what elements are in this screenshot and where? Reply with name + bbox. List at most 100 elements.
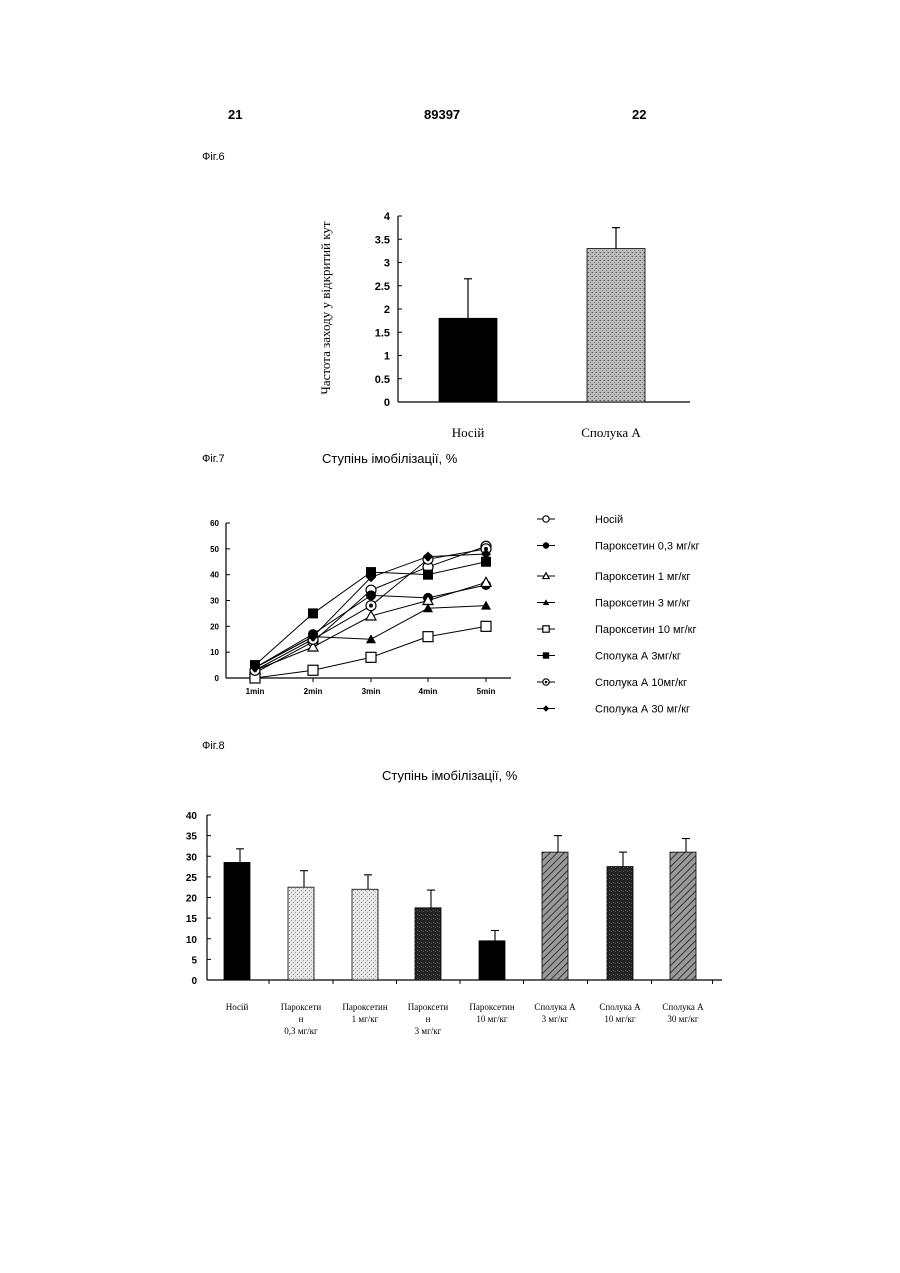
category-label: Носій — [203, 1001, 271, 1013]
category-label-line: Носій — [203, 1001, 271, 1013]
y-tick-label: 0 — [191, 976, 197, 987]
figure-8-title: Ступінь імобілізації, % — [382, 768, 517, 783]
legend-label: Сполука А 3мг/кг — [595, 651, 681, 663]
y-tick-label: 15 — [186, 914, 198, 925]
category-label-line: 3 мг/кг — [521, 1013, 589, 1025]
y-tick-label: 0 — [384, 397, 390, 409]
category-label-line: Сполука А — [521, 1001, 589, 1013]
figure-8-bar-chart: 0 5 10 15 20 25 30 35 40 — [180, 805, 725, 990]
y-tick-label: 30 — [210, 597, 219, 606]
y-tick-label: 4 — [384, 211, 391, 223]
marker-circle-filled — [543, 542, 549, 548]
marker-square-open — [423, 632, 433, 642]
bar — [542, 852, 568, 980]
marker-square-filled — [543, 652, 549, 658]
legend-label: Пароксетин 0,3 мг/кг — [595, 541, 700, 553]
y-tick-label: 10 — [186, 935, 198, 946]
x-tick-label: 5min — [477, 687, 496, 696]
category-label-line: Пароксетин — [331, 1001, 399, 1013]
legend-label: Сполука А 10мг/кг — [595, 677, 687, 689]
y-tick-label: 10 — [210, 648, 219, 657]
document-number: 89397 — [424, 107, 460, 122]
legend-item: Пароксетин 0,3 мг/кг — [537, 541, 700, 553]
category-label-line: 0,3 мг/кг — [267, 1025, 335, 1037]
figure-6-label: Фіг.6 — [202, 151, 225, 163]
category-label: Сполука А3 мг/кг — [521, 1001, 589, 1025]
y-tick-label: 1 — [384, 351, 390, 363]
y-tick-label: 30 — [186, 852, 198, 863]
y-tick-label: 5 — [191, 955, 197, 966]
y-tick-label: 20 — [210, 622, 219, 631]
figure-6-category-label: Сполука А — [551, 425, 671, 441]
figure-6-category-label: Носій — [408, 425, 528, 441]
legend-item: Сполука А 3мг/кг — [537, 651, 681, 663]
category-label-line: Сполука А — [586, 1001, 654, 1013]
y-tick-label: 3.5 — [375, 234, 390, 246]
legend-label: Пароксетин 10 мг/кг — [595, 624, 697, 636]
figure-7-label: Фіг.7 — [202, 453, 225, 465]
legend-label: Сполука А 30 мг/кг — [595, 704, 690, 716]
marker-circle-open — [543, 516, 549, 522]
marker-circle-dot-center — [369, 604, 373, 608]
y-tick-label: 0.5 — [375, 374, 390, 386]
marker-diamond-filled — [543, 705, 549, 711]
category-label-line: 3 мг/кг — [394, 1025, 462, 1037]
category-label: Сполука А10 мг/кг — [586, 1001, 654, 1025]
category-label-line: н — [394, 1013, 462, 1025]
figure-7-title: Ступінь імобілізації, % — [322, 451, 457, 466]
category-label: Пароксетин10 мг/кг — [458, 1001, 526, 1025]
category-label: Пароксетин3 мг/кг — [394, 1001, 462, 1037]
marker-square-open — [366, 652, 376, 662]
bar — [439, 318, 497, 402]
x-tick-label: 3min — [362, 687, 381, 696]
x-tick-label: 1min — [246, 687, 265, 696]
y-tick-label: 25 — [186, 873, 198, 884]
category-label-line: 10 мг/кг — [458, 1013, 526, 1025]
category-label-line: Сполука А — [649, 1001, 717, 1013]
category-label: Пароксетин1 мг/кг — [331, 1001, 399, 1025]
bar — [352, 889, 378, 980]
legend-item: Пароксетин 3 мг/кг — [537, 598, 690, 610]
marker-square-open — [543, 626, 549, 632]
legend-item: Сполука А 10мг/кг — [537, 677, 687, 689]
figure-7-line-chart: 01020304050601min2min3min4min5min НосійП… — [195, 510, 700, 735]
category-label: Сполука А30 мг/кг — [649, 1001, 717, 1025]
series — [250, 621, 491, 683]
bar — [670, 852, 696, 980]
marker-square-filled — [308, 608, 318, 618]
y-tick-label: 3 — [384, 258, 390, 270]
bar — [587, 249, 645, 402]
legend-item: Сполука А 30 мг/кг — [537, 704, 690, 716]
figure-8-label: Фіг.8 — [202, 740, 225, 752]
bar — [415, 908, 441, 980]
category-label-line: Пароксети — [267, 1001, 335, 1013]
category-label-line: 1 мг/кг — [331, 1013, 399, 1025]
legend-item: Пароксетин 1 мг/кг — [537, 571, 690, 583]
y-tick-label: 0 — [215, 674, 220, 683]
marker-circle-filled — [366, 590, 376, 600]
category-label: Пароксетин0,3 мг/кг — [267, 1001, 335, 1037]
category-label-line: Пароксетин — [458, 1001, 526, 1013]
y-tick-label: 20 — [186, 894, 198, 905]
y-tick-label: 1.5 — [375, 327, 390, 339]
y-tick-label: 40 — [186, 811, 198, 822]
category-label-line: Пароксети — [394, 1001, 462, 1013]
marker-triangle-open — [543, 573, 549, 579]
marker-triangle-filled — [481, 601, 491, 610]
marker-square-filled — [423, 570, 433, 580]
marker-circle-dot-center — [545, 681, 548, 684]
figure-6-bar-chart: 00.511.522.533.54 — [300, 200, 700, 450]
bar — [288, 887, 314, 980]
legend-label: Пароксетин 3 мг/кг — [595, 598, 690, 610]
legend-item: Пароксетин 10 мг/кг — [537, 624, 697, 636]
marker-square-open — [481, 621, 491, 631]
y-tick-label: 35 — [186, 832, 198, 843]
category-label-line: 10 мг/кг — [586, 1013, 654, 1025]
y-tick-label: 50 — [210, 545, 219, 554]
category-label-line: н — [267, 1013, 335, 1025]
bar — [479, 941, 505, 980]
y-tick-label: 2 — [384, 304, 390, 316]
marker-square-open — [308, 665, 318, 675]
legend-item: Носій — [537, 514, 623, 526]
bar — [607, 867, 633, 980]
